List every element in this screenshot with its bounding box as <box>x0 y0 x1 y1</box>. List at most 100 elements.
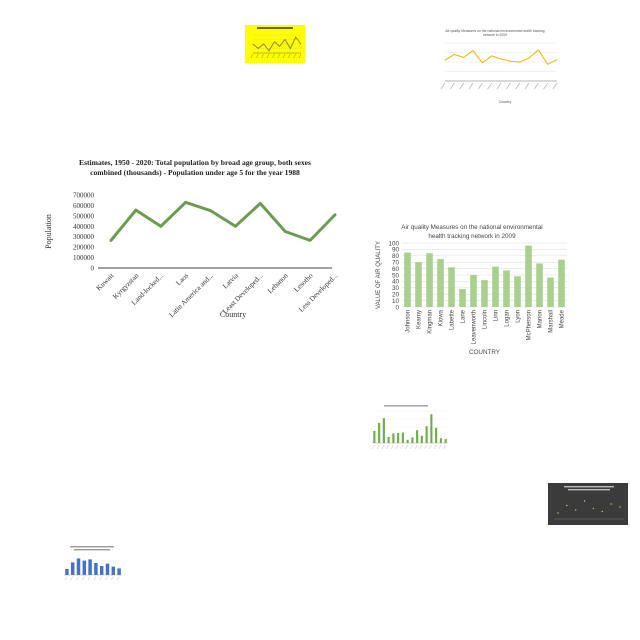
x-tick-label <box>487 82 492 90</box>
data-point <box>308 239 312 242</box>
data-point <box>257 48 259 49</box>
y-tick-label: 0 <box>91 265 95 273</box>
data-point <box>547 63 549 65</box>
bar <box>70 562 75 575</box>
x-tick-label <box>395 444 399 450</box>
x-tick-label: Latin America and... <box>168 272 215 319</box>
population-line-chart-svg: Estimates, 1950 - 2020: Total population… <box>44 158 340 319</box>
x-tick-label <box>87 576 91 581</box>
data-point <box>279 45 281 47</box>
x-tick-label <box>256 53 259 59</box>
thumbnail-yellow-line-chart <box>245 25 305 63</box>
data-point <box>537 49 539 51</box>
title-placeholder <box>257 27 293 29</box>
x-tick-label <box>450 82 455 90</box>
x-tick-label: Meade <box>560 309 566 328</box>
x-tick-label: McPherson <box>527 310 533 340</box>
x-tick-label <box>414 444 418 450</box>
data-point <box>619 506 621 508</box>
x-tick-label <box>99 576 102 581</box>
bar <box>416 430 419 443</box>
chart-title: health tracking network in 2009 <box>428 233 516 240</box>
data-point <box>209 209 212 212</box>
title-placeholder <box>564 486 614 488</box>
y-tick-label: 60 <box>392 266 400 273</box>
chart-title: combined (thousands) - Population under … <box>90 168 300 177</box>
title-placeholder <box>384 405 428 407</box>
y-tick-label: 300000 <box>73 233 95 241</box>
data-point <box>134 208 138 212</box>
bar <box>459 289 466 307</box>
chart-title: Air quality Measures on the national env… <box>445 29 544 33</box>
x-tick-label: Johnson <box>406 310 412 333</box>
bar <box>536 263 543 307</box>
air-quality-bar-chart-svg: Air quality Measures on the national env… <box>376 224 567 356</box>
data-point <box>566 504 568 507</box>
data-point <box>333 213 337 217</box>
bar <box>111 566 116 575</box>
x-tick-label <box>496 82 502 90</box>
y-axis-label: Population <box>44 214 53 249</box>
data-point <box>556 59 558 61</box>
x-tick-label <box>64 576 68 581</box>
thumbnail-dark-scatter-chart-svg <box>548 483 628 525</box>
data-point <box>575 509 577 511</box>
bar <box>401 432 404 443</box>
x-tick-label: Linn <box>494 310 500 321</box>
bar <box>426 253 433 307</box>
data-point <box>295 36 297 38</box>
bar <box>105 563 110 575</box>
chart-title: Estimates, 1950 - 2020: Total population… <box>79 158 311 167</box>
bar <box>492 266 499 307</box>
data-point <box>592 507 595 510</box>
data-point <box>519 61 521 63</box>
data-point <box>284 39 286 40</box>
x-tick-label <box>459 82 464 90</box>
x-tick-label <box>93 576 97 581</box>
x-tick-label: Lyon <box>516 310 522 323</box>
y-tick-label: 0 <box>395 304 399 311</box>
x-tick-label <box>419 444 423 450</box>
y-tick-label: 20 <box>392 292 400 299</box>
x-tick-label <box>272 53 275 59</box>
data-point <box>289 48 291 49</box>
bar <box>437 259 444 307</box>
x-tick-label <box>443 444 446 450</box>
x-tick-label <box>293 53 296 59</box>
title-placeholder <box>568 489 610 491</box>
title-placeholder <box>70 546 114 548</box>
bar <box>65 569 69 575</box>
bar <box>420 435 423 443</box>
chart-title: Air quality Measures on the national env… <box>401 224 542 231</box>
x-tick-label <box>372 444 375 450</box>
data-point <box>159 225 162 228</box>
population-series-line <box>109 200 337 242</box>
data-point <box>557 512 559 514</box>
x-tick-label <box>400 444 404 450</box>
data-point <box>491 55 493 57</box>
x-tick-label <box>478 82 483 90</box>
bar <box>397 433 400 443</box>
population-line-chart: Estimates, 1950 - 2020: Total population… <box>40 150 350 330</box>
y-tick-label: 600000 <box>73 202 95 210</box>
bar <box>444 439 447 443</box>
x-tick-label <box>381 444 385 450</box>
x-tick-label <box>277 53 280 59</box>
x-tick-label <box>410 444 413 450</box>
bar <box>378 423 381 443</box>
x-tick-label <box>534 82 539 90</box>
x-tick-label: Marshall <box>549 310 555 333</box>
y-axis-label: VALUE OF AIR QUALITY <box>376 241 382 309</box>
bar <box>425 426 428 443</box>
y-tick-label: 50 <box>392 272 400 279</box>
x-tick-label: Leavenworth <box>472 310 478 344</box>
x-tick-label <box>506 82 511 90</box>
x-tick-label: Labette <box>450 309 456 330</box>
data-point <box>268 50 270 52</box>
x-tick-label <box>298 53 302 59</box>
y-tick-label: 100 <box>388 240 399 247</box>
x-tick-label <box>391 444 394 450</box>
x-tick-label <box>424 444 427 450</box>
x-tick-label <box>524 82 530 90</box>
data-point <box>583 500 586 502</box>
